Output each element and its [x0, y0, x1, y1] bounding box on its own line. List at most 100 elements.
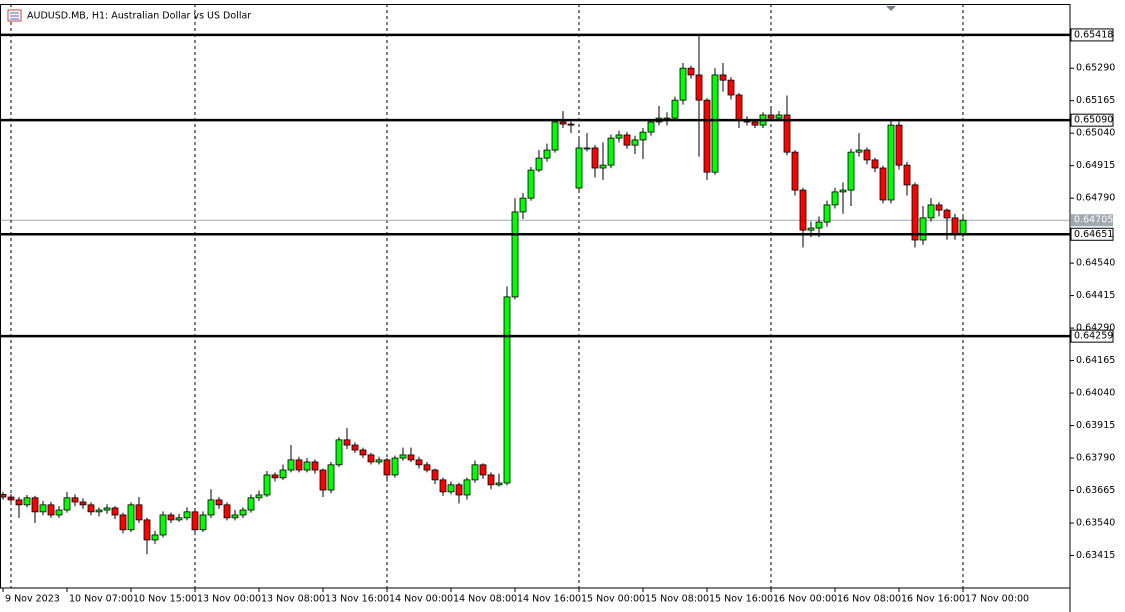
candle-body	[751, 121, 759, 126]
candle-body	[375, 459, 383, 463]
candle-body	[351, 444, 359, 451]
level-label-box	[1070, 28, 1114, 42]
candle-body	[311, 461, 319, 471]
candle-body	[415, 459, 423, 466]
y-tick-label: 0.65165	[1076, 95, 1115, 106]
x-tick-label: 9 Nov 2023	[5, 594, 60, 605]
candle-body	[919, 217, 927, 241]
candle-body	[295, 459, 303, 471]
candle-body	[479, 464, 487, 476]
candle-body	[535, 157, 543, 171]
x-tick-label: 16 Nov 00:00	[773, 594, 837, 605]
candle-body	[551, 121, 559, 151]
y-tick-label: 0.63790	[1076, 453, 1115, 464]
x-tick-label: 10 Nov 15:00	[133, 594, 197, 605]
candle-body	[823, 204, 831, 223]
candle-body	[431, 469, 439, 481]
candle-body	[695, 74, 703, 101]
candle-body	[895, 124, 903, 166]
candle-body	[615, 134, 623, 139]
candle-body	[799, 189, 807, 231]
level-label-box	[1070, 113, 1114, 127]
y-tick-label: 0.63665	[1076, 485, 1115, 496]
candle-body	[47, 504, 55, 516]
x-tick-label: 14 Nov 00:00	[389, 594, 453, 605]
candle-body	[439, 479, 447, 493]
candle-body	[951, 217, 959, 236]
candle-body	[927, 204, 935, 219]
candle-body	[671, 99, 679, 119]
candle-body	[175, 517, 183, 521]
plot-area	[0, 4, 1070, 588]
candle-body	[719, 74, 727, 81]
candle-body	[0, 494, 7, 498]
candle-body	[127, 504, 135, 531]
candle-body	[359, 449, 367, 456]
candle-body	[559, 121, 567, 125]
y-tick-label: 0.64040	[1076, 388, 1115, 399]
level-label-box	[1070, 227, 1114, 241]
level-label: 0.65418	[1074, 29, 1113, 40]
candle-body	[831, 191, 839, 206]
candle-body	[767, 114, 775, 119]
candle-body	[143, 519, 151, 541]
candle-body	[847, 151, 855, 191]
shift-marker	[886, 6, 896, 11]
candle-body	[231, 514, 239, 519]
candle-body	[575, 147, 583, 189]
candle-body	[487, 474, 495, 486]
candle-body	[79, 501, 87, 506]
candle-body	[207, 499, 215, 516]
candle-body	[583, 147, 591, 150]
candle-body	[383, 459, 391, 476]
candle-body	[111, 507, 119, 516]
candle-body	[263, 474, 271, 496]
candle-body	[687, 67, 695, 76]
candle-body	[679, 67, 687, 101]
candle-body	[71, 497, 79, 503]
candle-body	[911, 184, 919, 241]
candle-body	[223, 504, 231, 519]
candle-body	[183, 511, 191, 519]
y-tick-label: 0.65040	[1076, 128, 1115, 139]
candle-body	[423, 464, 431, 471]
candle-body	[327, 464, 335, 491]
candle-body	[543, 149, 551, 159]
candle-body	[463, 479, 471, 496]
x-tick-label: 15 Nov 08:00	[645, 594, 709, 605]
x-tick-label: 14 Nov 08:00	[453, 594, 517, 605]
y-tick-label: 0.64165	[1076, 355, 1115, 366]
x-tick-label: 16 Nov 16:00	[901, 594, 965, 605]
level-label: 0.64259	[1074, 331, 1113, 342]
candle-body	[87, 504, 95, 513]
candle-body	[199, 514, 207, 531]
candle-body	[31, 497, 39, 513]
candle-body	[879, 167, 887, 201]
y-tick-label: 0.64290	[1076, 323, 1115, 334]
candle-body	[287, 459, 295, 471]
last-price-box	[1071, 214, 1113, 227]
candle-body	[335, 439, 343, 466]
x-tick-label: 13 Nov 08:00	[261, 594, 325, 605]
candle-body	[447, 484, 455, 493]
candle-body	[95, 509, 103, 513]
candle-body	[255, 494, 263, 499]
candle-body	[711, 74, 719, 173]
candle-body	[279, 469, 287, 479]
candle-body	[815, 221, 823, 229]
candle-body	[623, 134, 631, 146]
candle-body	[159, 514, 167, 536]
candle-body	[567, 123, 575, 126]
candle-body	[15, 499, 23, 506]
candle-body	[367, 454, 375, 463]
candle-body	[503, 296, 511, 484]
candle-body	[959, 219, 967, 236]
candle-body	[511, 211, 519, 298]
candle-body	[39, 504, 47, 513]
candle-body	[63, 497, 71, 511]
candle-body	[791, 151, 799, 191]
x-tick-label: 15 Nov 16:00	[709, 594, 773, 605]
candle-body	[391, 457, 399, 476]
